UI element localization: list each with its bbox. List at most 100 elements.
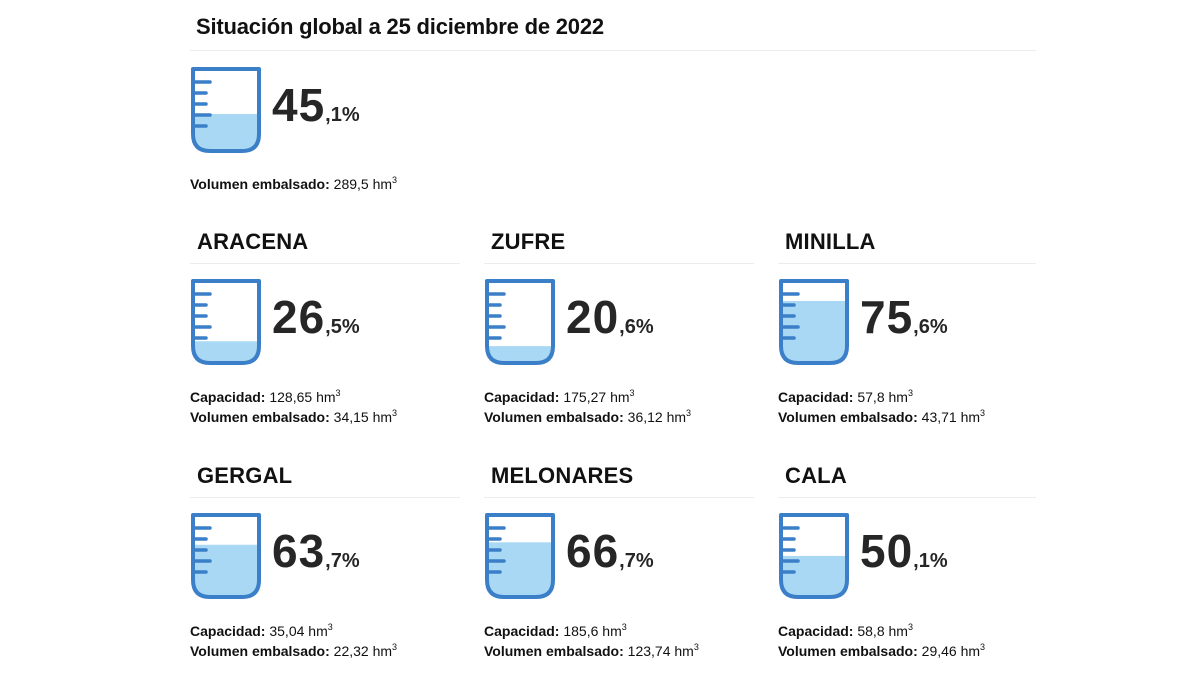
percentage-decimal: ,7%	[325, 550, 360, 572]
beaker-icon	[191, 513, 261, 599]
fill-percentage: 63,7%	[272, 524, 360, 578]
percentage-decimal: ,7%	[619, 550, 654, 572]
unit-superscript: 3	[392, 175, 398, 185]
water-level	[781, 555, 847, 597]
reservoir-divider	[484, 263, 754, 264]
fill-percentage: 50,1%	[860, 524, 948, 578]
unit-superscript: 3	[327, 622, 333, 632]
percentage-decimal: ,5%	[325, 316, 360, 338]
capacity-stat: Capacidad: 57,8 hm3	[778, 388, 913, 406]
reservoir-card-aracena: ARACENA 26,5% Capacidad: 128,65 hm3 Volu…	[190, 229, 460, 429]
volume-label: Volumen embalsado:	[484, 409, 624, 425]
beaker-icon	[779, 279, 849, 365]
capacity-value: 128,65 hm	[269, 389, 336, 405]
beaker-icon	[779, 513, 849, 599]
percentage-integer: 63	[272, 525, 326, 577]
unit-superscript: 3	[980, 642, 986, 652]
unit-superscript: 3	[392, 642, 398, 652]
volume-value: 123,74 hm	[627, 643, 694, 659]
reservoir-name: MELONARES	[491, 463, 634, 488]
volume-stat: Volumen embalsado: 34,15 hm3	[190, 408, 398, 426]
reservoir-name: ZUFRE	[491, 229, 566, 254]
capacity-value: 57,8 hm	[857, 389, 908, 405]
reservoir-divider	[778, 497, 1036, 498]
capacity-stat: Capacidad: 175,27 hm3	[484, 388, 635, 406]
percentage-integer: 50	[860, 525, 914, 577]
unit-superscript: 3	[335, 388, 341, 398]
reservoir-card-zufre: ZUFRE 20,6% Capacidad: 175,27 hm3 Volume…	[484, 229, 754, 429]
percentage-decimal: ,6%	[619, 316, 654, 338]
capacity-value: 185,6 hm	[563, 623, 622, 639]
page-title: Situación global a 25 diciembre de 2022	[196, 14, 604, 39]
beaker-icon	[485, 279, 555, 365]
volume-stat: Volumen embalsado: 123,74 hm3	[484, 642, 699, 660]
volume-value: 289,5 hm	[333, 176, 393, 192]
volume-label: Volumen embalsado:	[190, 643, 330, 659]
capacity-value: 175,27 hm	[563, 389, 630, 405]
volume-label: Volumen embalsado:	[190, 176, 330, 192]
beaker-icon	[191, 279, 261, 365]
volume-value: 22,32 hm	[333, 643, 393, 659]
beaker-icon	[191, 67, 261, 153]
percentage-integer: 66	[566, 525, 620, 577]
percentage-integer: 26	[272, 291, 326, 343]
volume-value: 36,12 hm	[627, 409, 687, 425]
water-level	[781, 301, 847, 363]
volume-value: 34,15 hm	[333, 409, 393, 425]
beaker-icon	[485, 513, 555, 599]
unit-superscript: 3	[629, 388, 635, 398]
capacity-value: 35,04 hm	[269, 623, 328, 639]
reservoir-name: MINILLA	[785, 229, 876, 254]
capacity-label: Capacidad:	[484, 389, 560, 405]
reservoir-divider	[190, 263, 460, 264]
capacity-value: 58,8 hm	[857, 623, 908, 639]
global-summary: 45,1% Volumen embalsado: 289,5 hm3	[190, 66, 490, 196]
volume-stat: Volumen embalsado: 36,12 hm3	[484, 408, 692, 426]
water-level	[193, 341, 259, 363]
fill-percentage: 45,1%	[272, 78, 360, 132]
volume-stat: Volumen embalsado: 289,5 hm3	[190, 175, 398, 193]
capacity-stat: Capacidad: 185,6 hm3	[484, 622, 627, 640]
reservoir-card-gergal: GERGAL 63,7% Capacidad: 35,04 hm3 Volume…	[190, 463, 460, 663]
capacity-stat: Capacidad: 58,8 hm3	[778, 622, 913, 640]
fill-percentage: 26,5%	[272, 290, 360, 344]
unit-superscript: 3	[621, 622, 627, 632]
capacity-label: Capacidad:	[778, 389, 854, 405]
reservoir-divider	[778, 263, 1036, 264]
reservoir-name: GERGAL	[197, 463, 293, 488]
capacity-label: Capacidad:	[190, 389, 266, 405]
reservoir-card-melonares: MELONARES 66,7% Capacidad: 185,6 hm3 Vol…	[484, 463, 754, 663]
percentage-decimal: ,1%	[913, 550, 948, 572]
title-divider	[190, 50, 1036, 51]
unit-superscript: 3	[686, 408, 692, 418]
fill-percentage: 66,7%	[566, 524, 654, 578]
water-level	[487, 346, 553, 363]
unit-superscript: 3	[907, 388, 913, 398]
reservoir-divider	[190, 497, 460, 498]
percentage-integer: 20	[566, 291, 620, 343]
volume-label: Volumen embalsado:	[778, 409, 918, 425]
volume-label: Volumen embalsado:	[484, 643, 624, 659]
reservoir-card-cala: CALA 50,1% Capacidad: 58,8 hm3 Volumen e…	[778, 463, 1036, 663]
volume-stat: Volumen embalsado: 29,46 hm3	[778, 642, 986, 660]
unit-superscript: 3	[907, 622, 913, 632]
percentage-decimal: ,6%	[913, 316, 948, 338]
capacity-label: Capacidad:	[190, 623, 266, 639]
unit-superscript: 3	[693, 642, 699, 652]
reservoir-divider	[484, 497, 754, 498]
fill-percentage: 20,6%	[566, 290, 654, 344]
volume-value: 29,46 hm	[921, 643, 981, 659]
volume-label: Volumen embalsado:	[190, 409, 330, 425]
volume-stat: Volumen embalsado: 22,32 hm3	[190, 642, 398, 660]
fill-percentage: 75,6%	[860, 290, 948, 344]
unit-superscript: 3	[392, 408, 398, 418]
reservoir-name: CALA	[785, 463, 847, 488]
unit-superscript: 3	[980, 408, 986, 418]
capacity-label: Capacidad:	[484, 623, 560, 639]
volume-stat: Volumen embalsado: 43,71 hm3	[778, 408, 986, 426]
capacity-stat: Capacidad: 35,04 hm3	[190, 622, 333, 640]
percentage-decimal: ,1%	[325, 104, 360, 126]
volume-label: Volumen embalsado:	[778, 643, 918, 659]
percentage-integer: 45	[272, 79, 326, 131]
reservoir-name: ARACENA	[197, 229, 309, 254]
